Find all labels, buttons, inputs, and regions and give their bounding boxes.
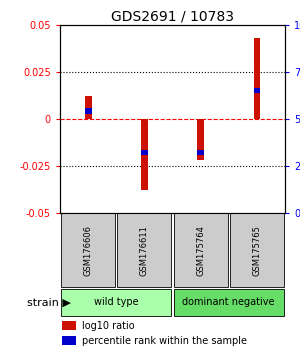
Text: percentile rank within the sample: percentile rank within the sample — [82, 336, 247, 346]
Bar — [141, 150, 148, 155]
Title: GDS2691 / 10783: GDS2691 / 10783 — [111, 10, 234, 24]
Text: log10 ratio: log10 ratio — [82, 321, 135, 331]
Bar — [197, 150, 204, 155]
Bar — [197, 119, 204, 160]
Bar — [85, 96, 92, 119]
Bar — [85, 108, 92, 114]
FancyBboxPatch shape — [230, 213, 284, 287]
FancyBboxPatch shape — [61, 289, 171, 316]
Bar — [254, 88, 260, 93]
Text: GSM176606: GSM176606 — [84, 225, 93, 276]
FancyBboxPatch shape — [61, 213, 115, 287]
Bar — [254, 38, 260, 119]
FancyBboxPatch shape — [117, 213, 171, 287]
Text: GSM175764: GSM175764 — [196, 225, 205, 276]
Bar — [62, 321, 76, 330]
Text: GSM176611: GSM176611 — [140, 225, 149, 276]
Bar — [62, 336, 76, 346]
Bar — [141, 119, 148, 190]
Text: dominant negative: dominant negative — [182, 297, 275, 307]
Text: wild type: wild type — [94, 297, 139, 307]
Text: strain ▶: strain ▶ — [27, 297, 71, 307]
FancyBboxPatch shape — [174, 213, 228, 287]
Text: GSM175765: GSM175765 — [252, 225, 261, 276]
FancyBboxPatch shape — [174, 289, 284, 316]
